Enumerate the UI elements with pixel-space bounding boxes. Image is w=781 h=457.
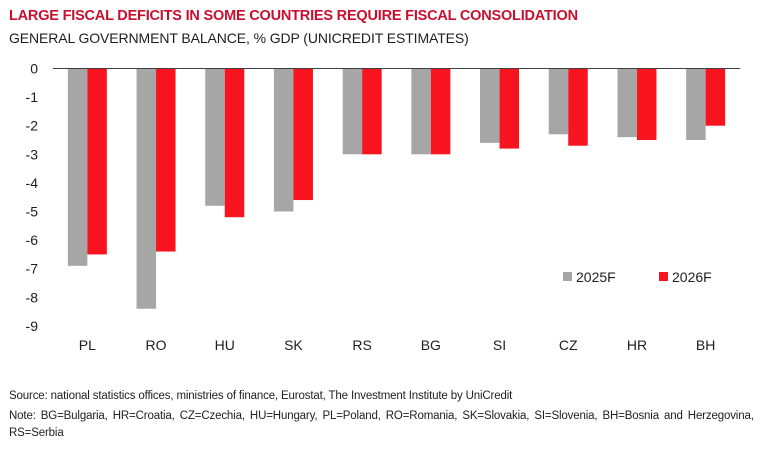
bar-rs-2026f [362,68,382,155]
chart-subtitle: GENERAL GOVERNMENT BALANCE, % GDP (UNICR… [9,30,469,46]
x-tick-label: RO [146,337,167,353]
bar-ro-2026f [156,68,176,252]
bar-chart: 0 -1 -2 -3 -4 -5 -6 -7 -8 -9 PL RO HU SK RS BG SI CZ HR BH… [26,61,740,353]
y-tick-label: -6 [26,232,39,248]
bar-bh-2025f [686,68,706,140]
bar-bh-2026f [705,68,726,126]
bar-cz-2025f [548,68,569,135]
y-tick-label: -9 [26,318,39,334]
y-tick-label: -1 [26,89,39,105]
legend-swatch-2026f [659,272,668,281]
x-tick-label: CZ [559,337,578,353]
bar-hu-2026f [224,68,245,218]
bar-hr-2025f [617,68,637,138]
x-tick-label: BG [421,337,441,353]
x-tick-label: SI [493,337,506,353]
bar-bg-2025f [411,68,431,155]
bar-sk-2026f [293,68,313,201]
bar-cz-2026f [568,68,588,146]
bar-sk-2025f [273,68,294,212]
y-tick-label: -3 [26,146,39,162]
bar-si-2025f [480,68,500,143]
bar-bg-2026f [430,68,451,155]
x-axis-labels: PL RO HU SK RS BG SI CZ HR BH [79,337,716,353]
x-tick-label: PL [79,337,96,353]
bar-pl-2026f [87,68,107,255]
bar-ro-2025f [136,68,157,309]
legend-swatch-2025f [563,272,572,281]
bar-rs-2025f [342,68,363,155]
bar-pl-2025f [67,68,88,266]
y-tick-label: -4 [26,175,39,191]
bar-hu-2025f [205,68,225,206]
chart-title: LARGE FISCAL DEFICITS IN SOME COUNTRIES … [9,8,578,24]
y-tick-label: 0 [30,61,38,77]
bar-hr-2026f [636,68,657,140]
x-tick-label: BH [696,337,715,353]
legend-label-2025f: 2025F [576,269,616,285]
x-tick-label: HR [627,337,647,353]
y-tick-label: -8 [26,289,39,305]
y-axis-ticks: 0 -1 -2 -3 -4 -5 -6 -7 -8 -9 [26,61,39,334]
y-tick-label: -2 [26,118,39,134]
x-tick-label: RS [352,337,371,353]
legend: 2025F 2026F [563,269,712,285]
source-note: Source: national statistics offices, min… [9,390,513,402]
bars-group [67,68,726,309]
x-tick-label: SK [284,337,303,353]
bar-si-2026f [499,68,520,149]
legend-label-2026f: 2026F [672,269,712,285]
y-tick-label: -5 [26,204,39,220]
abbreviation-note: Note: BG=Bulgaria, HR=Croatia, CZ=Czechi… [9,410,754,439]
y-tick-label: -7 [26,261,39,277]
x-tick-label: HU [215,337,235,353]
